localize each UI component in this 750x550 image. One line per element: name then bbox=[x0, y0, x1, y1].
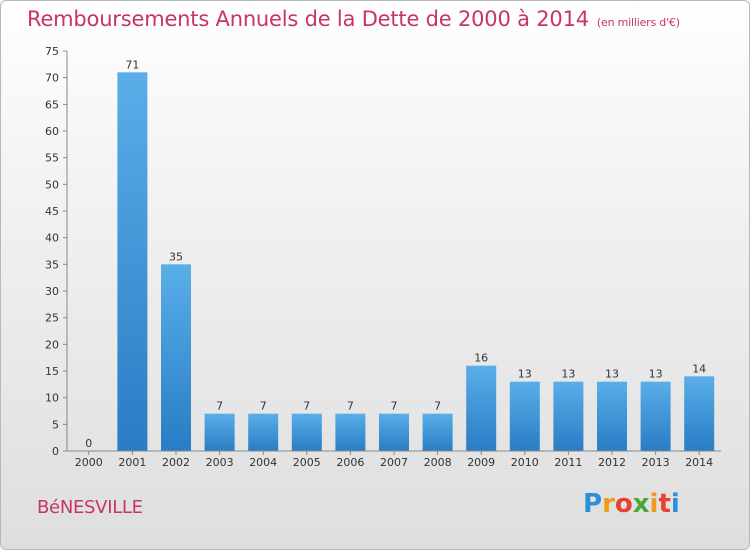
y-tick-label: 55 bbox=[45, 152, 59, 165]
bar-2011 bbox=[553, 381, 584, 451]
bar-2010 bbox=[509, 381, 540, 451]
bar-value-label: 13 bbox=[518, 368, 532, 381]
bar-value-label: 16 bbox=[474, 352, 488, 365]
bar-2012 bbox=[597, 381, 627, 451]
bar-value-label: 7 bbox=[260, 400, 267, 413]
bar-2007 bbox=[379, 413, 409, 451]
bar-value-label: 7 bbox=[216, 400, 223, 413]
chart-title-text: Remboursements Annuels de la Dette de 20… bbox=[27, 7, 589, 31]
x-tick-label: 2001 bbox=[118, 456, 146, 469]
x-tick-label: 2004 bbox=[249, 456, 277, 469]
bar-2005 bbox=[291, 413, 322, 451]
bar-value-label: 7 bbox=[434, 400, 441, 413]
y-tick-label: 15 bbox=[45, 365, 59, 378]
bar-2008 bbox=[422, 413, 453, 451]
y-tick-label: 40 bbox=[45, 232, 59, 245]
x-tick-label: 2010 bbox=[511, 456, 539, 469]
bar-2006 bbox=[335, 413, 366, 451]
x-tick-label: 2014 bbox=[685, 456, 713, 469]
y-tick-label: 35 bbox=[45, 258, 59, 271]
x-tick-label: 2002 bbox=[162, 456, 190, 469]
bar-value-label: 71 bbox=[125, 58, 139, 71]
x-tick-label: 2005 bbox=[293, 456, 321, 469]
proxiti-logo: Proxiti bbox=[583, 489, 680, 519]
bar-value-label: 0 bbox=[85, 437, 92, 450]
y-tick-label: 30 bbox=[45, 285, 59, 298]
bar-2001 bbox=[117, 72, 148, 451]
bar-2014 bbox=[684, 376, 715, 451]
chart-unit-label: (en milliers d'€) bbox=[596, 16, 680, 29]
bar-2009 bbox=[466, 365, 497, 451]
x-tick-label: 2009 bbox=[467, 456, 495, 469]
x-tick-label: 2013 bbox=[642, 456, 670, 469]
bar-2002 bbox=[161, 264, 191, 451]
y-tick-label: 65 bbox=[45, 98, 59, 111]
bar-value-label: 7 bbox=[303, 400, 310, 413]
y-tick-label: 25 bbox=[45, 312, 59, 325]
x-tick-label: 2012 bbox=[598, 456, 626, 469]
bar-value-label: 13 bbox=[649, 368, 663, 381]
bar-value-label: 13 bbox=[561, 368, 575, 381]
y-tick-label: 5 bbox=[52, 418, 59, 431]
y-tick-label: 10 bbox=[45, 392, 59, 405]
bar-value-label: 13 bbox=[605, 368, 619, 381]
bar-value-label: 7 bbox=[347, 400, 354, 413]
y-tick-label: 20 bbox=[45, 338, 59, 351]
y-tick-label: 60 bbox=[45, 125, 59, 138]
bar-value-label: 7 bbox=[391, 400, 398, 413]
x-tick-label: 2011 bbox=[554, 456, 582, 469]
commune-name: BéNESVILLE bbox=[37, 497, 143, 518]
y-tick-label: 70 bbox=[45, 72, 59, 85]
x-tick-label: 2000 bbox=[75, 456, 103, 469]
x-tick-label: 2007 bbox=[380, 456, 408, 469]
bar-value-label: 14 bbox=[692, 362, 706, 375]
x-tick-label: 2008 bbox=[424, 456, 452, 469]
x-tick-label: 2003 bbox=[206, 456, 234, 469]
bar-2004 bbox=[248, 413, 279, 451]
y-tick-label: 45 bbox=[45, 205, 59, 218]
y-tick-label: 50 bbox=[45, 178, 59, 191]
bar-2013 bbox=[640, 381, 671, 451]
y-tick-label: 0 bbox=[52, 445, 59, 458]
bar-value-label: 35 bbox=[169, 250, 183, 263]
bar-2003 bbox=[204, 413, 235, 451]
chart-title: Remboursements Annuels de la Dette de 20… bbox=[27, 7, 680, 31]
y-tick-label: 75 bbox=[45, 45, 59, 58]
x-tick-label: 2006 bbox=[336, 456, 364, 469]
